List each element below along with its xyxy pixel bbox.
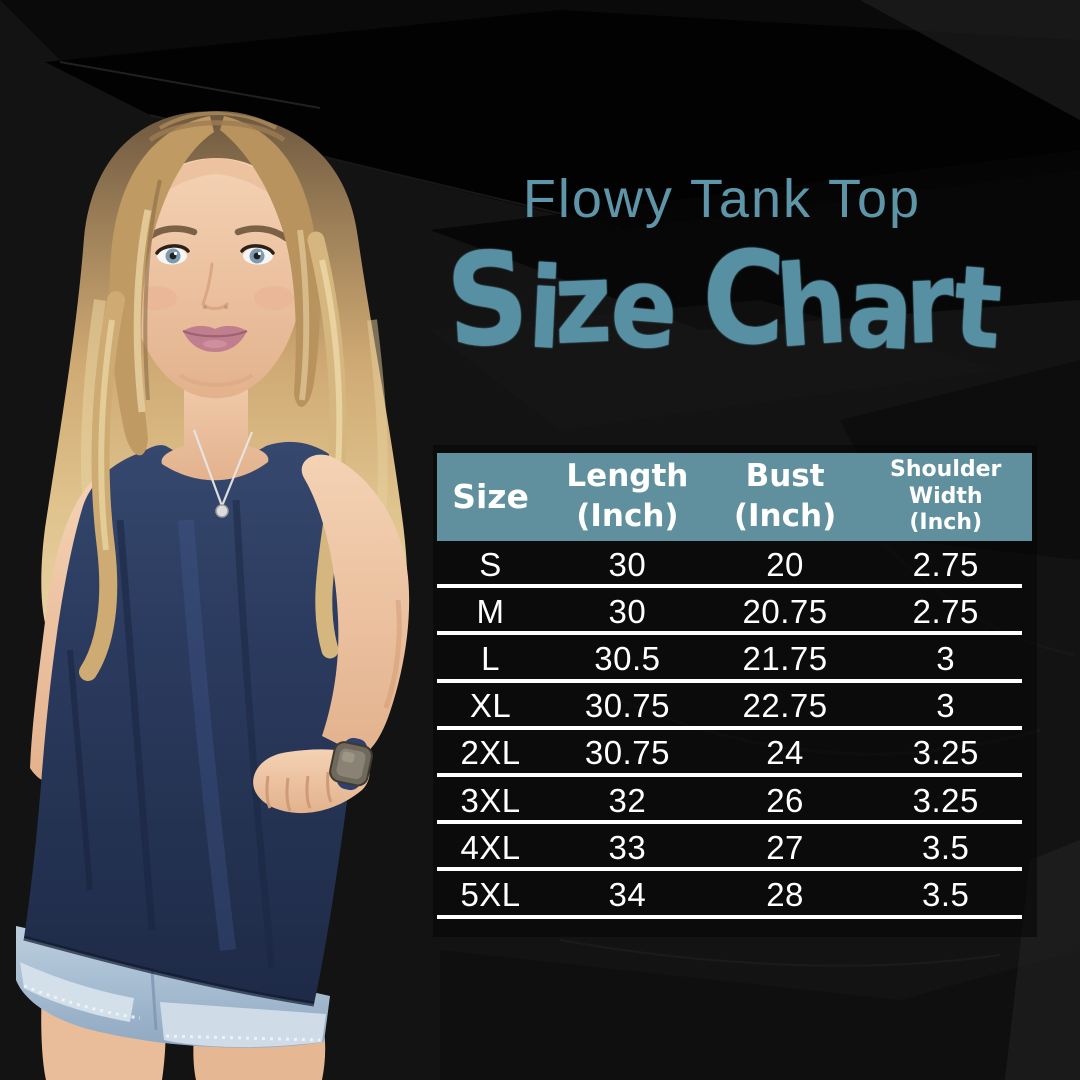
cell-size: 5XL — [460, 875, 521, 913]
cell-shoulder-width: 3 — [936, 687, 956, 725]
header-cell-length: Length (Inch) — [566, 458, 689, 534]
cell-shoulder-width: 3.25 — [912, 781, 979, 819]
cell-bust: 20.75 — [742, 592, 828, 630]
table-row: L 30.5 21.75 3 — [437, 635, 1032, 683]
cell-bust: 22.75 — [742, 687, 828, 725]
cell-length: 33 — [608, 828, 647, 866]
size-chart-heading: Size Chart — [442, 222, 1001, 378]
table-row: S 30 20 2.75 — [437, 541, 1032, 589]
size-chart-table: Size Length (Inch) Bust (Inch) Shoulder … — [437, 453, 1032, 919]
table-row: 4XL 33 27 3.5 — [437, 824, 1032, 872]
table-header-row: Size Length (Inch) Bust (Inch) Shoulder … — [437, 453, 1032, 541]
cell-length: 30.75 — [584, 734, 670, 772]
table-row: XL 30.75 22.75 3 — [437, 683, 1032, 730]
cell-length: 34 — [608, 875, 647, 913]
cell-bust: 20 — [766, 545, 804, 583]
cell-bust: 28 — [766, 875, 804, 913]
cell-shoulder-width: 3.5 — [922, 875, 970, 913]
product-line-title: Flowy Tank Top — [522, 169, 922, 229]
table-row: 5XL 34 28 3.5 — [437, 871, 1032, 919]
header-cell-size: Size — [452, 476, 529, 516]
cell-shoulder-width: 2.75 — [912, 545, 979, 583]
cell-bust: 27 — [766, 828, 804, 866]
cell-length: 30 — [608, 545, 647, 583]
cell-length: 30.5 — [594, 639, 661, 677]
cell-size: XL — [469, 687, 512, 725]
cell-bust: 21.75 — [742, 639, 828, 677]
pendant-necklace — [192, 429, 254, 518]
cell-shoulder-width: 3.5 — [922, 828, 970, 866]
smartwatch — [329, 737, 373, 791]
model-photo — [16, 111, 410, 1080]
cell-size: 4XL — [460, 828, 521, 866]
cell-shoulder-width: 3.25 — [912, 734, 979, 772]
cell-shoulder-width: 2.75 — [912, 592, 979, 630]
title-block: Flowy Tank Top Size Chart — [392, 168, 1052, 378]
cell-shoulder-width: 3 — [936, 639, 956, 677]
cell-bust: 26 — [766, 781, 804, 819]
cell-size: M — [476, 592, 505, 630]
table-body: S 30 20 2.75 M 30 20.75 2.75 L 30.5 21.7… — [437, 541, 1032, 919]
cell-length: 30 — [608, 592, 647, 630]
cell-size: 2XL — [460, 734, 521, 772]
cell-bust: 24 — [766, 734, 804, 772]
table-row: M 30 20.75 2.75 — [437, 588, 1032, 636]
table-row: 2XL 30.75 24 3.25 — [437, 730, 1032, 778]
header-cell-bust: Bust (Inch) — [733, 458, 837, 534]
cell-size: L — [481, 639, 500, 677]
table-row: 3XL 32 26 3.25 — [437, 777, 1032, 825]
cell-size: S — [479, 545, 502, 583]
cell-size: 3XL — [460, 781, 521, 819]
cell-length: 32 — [608, 781, 647, 819]
header-cell-shoulder-width: Shoulder Width (Inch) — [890, 456, 1002, 536]
cell-length: 30.75 — [584, 687, 670, 725]
